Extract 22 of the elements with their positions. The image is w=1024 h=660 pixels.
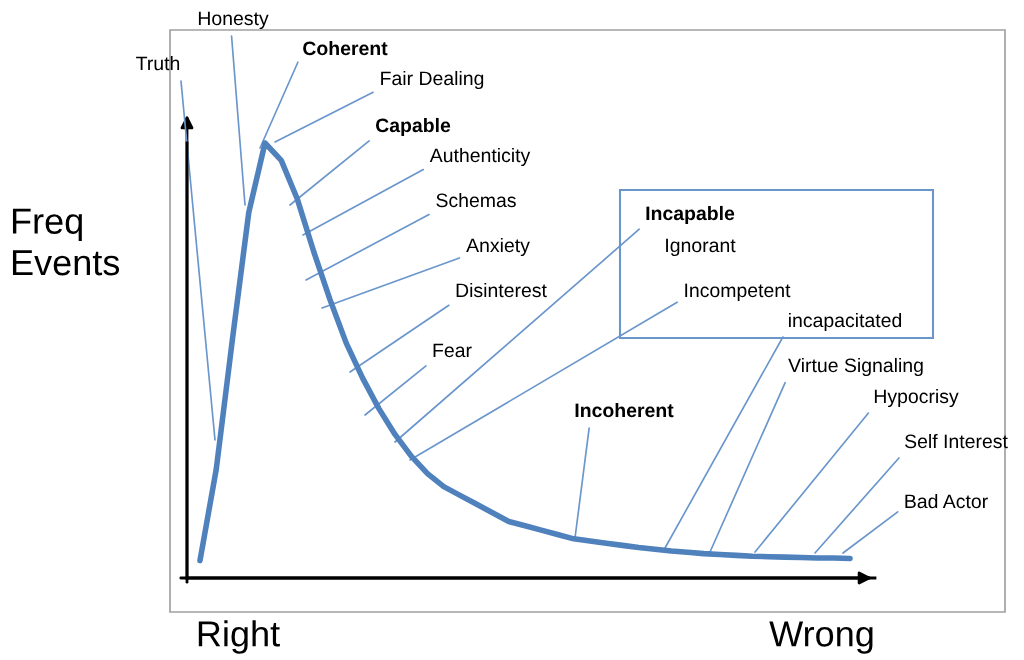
annotation: Incapable: [646, 205, 735, 225]
text: Wrong: [769, 621, 873, 654]
annotation: Authenticity: [429, 147, 531, 167]
annotation: Schemas: [436, 192, 516, 208]
text: Self Interest: [905, 433, 1008, 449]
annotation: Incoherent: [575, 402, 674, 418]
text: Fair Dealing: [381, 70, 484, 90]
text: Right: [198, 620, 280, 654]
text: Capable: [375, 117, 451, 137]
annotation: Ignorant: [666, 238, 736, 257]
annotation: Virtue Signaling: [788, 357, 923, 377]
annotation: Fear: [433, 343, 472, 358]
annotation: incapacitated: [789, 312, 902, 332]
annotation: Hypocrisy: [874, 388, 959, 408]
text: Truth: [136, 55, 180, 71]
text: Coherent: [303, 40, 388, 56]
annotation: Anxiety: [466, 237, 530, 257]
text: Honesty: [198, 11, 269, 30]
y-axis-title: Freq Events: [12, 208, 120, 276]
text: Bad Actor: [905, 493, 988, 509]
annotation: Incompetent: [685, 283, 791, 302]
annotation: Disinterest: [456, 282, 547, 298]
